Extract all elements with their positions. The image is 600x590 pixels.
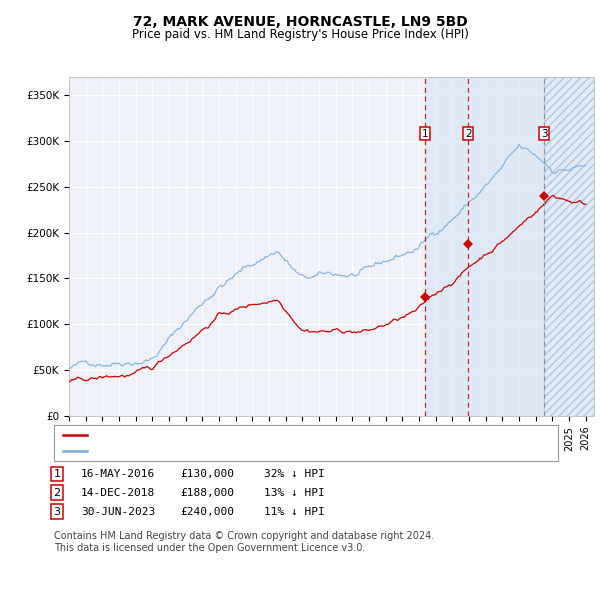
Text: This data is licensed under the Open Government Licence v3.0.: This data is licensed under the Open Gov… xyxy=(54,543,365,552)
Text: 3: 3 xyxy=(53,507,61,516)
Bar xyxy=(544,77,594,416)
Text: 11% ↓ HPI: 11% ↓ HPI xyxy=(264,507,325,516)
Text: £130,000: £130,000 xyxy=(180,469,234,478)
Text: 2: 2 xyxy=(53,488,61,497)
Text: HPI: Average price, detached house, East Lindsey: HPI: Average price, detached house, East… xyxy=(93,446,370,456)
Text: 32% ↓ HPI: 32% ↓ HPI xyxy=(264,469,325,478)
Text: 72, MARK AVENUE, HORNCASTLE, LN9 5BD: 72, MARK AVENUE, HORNCASTLE, LN9 5BD xyxy=(133,15,467,30)
Text: 13% ↓ HPI: 13% ↓ HPI xyxy=(264,488,325,497)
Text: 1: 1 xyxy=(53,469,61,478)
Bar xyxy=(544,77,594,416)
Text: £188,000: £188,000 xyxy=(180,488,234,497)
Text: 30-JUN-2023: 30-JUN-2023 xyxy=(81,507,155,516)
Text: 14-DEC-2018: 14-DEC-2018 xyxy=(81,488,155,497)
Bar xyxy=(425,77,544,416)
Text: 3: 3 xyxy=(541,129,547,139)
Text: 16-MAY-2016: 16-MAY-2016 xyxy=(81,469,155,478)
Text: Contains HM Land Registry data © Crown copyright and database right 2024.: Contains HM Land Registry data © Crown c… xyxy=(54,531,434,540)
Text: Price paid vs. HM Land Registry's House Price Index (HPI): Price paid vs. HM Land Registry's House … xyxy=(131,28,469,41)
Text: 2: 2 xyxy=(465,129,472,139)
Text: 72, MARK AVENUE, HORNCASTLE, LN9 5BD (detached house): 72, MARK AVENUE, HORNCASTLE, LN9 5BD (de… xyxy=(93,430,435,440)
Text: 1: 1 xyxy=(422,129,428,139)
Text: £240,000: £240,000 xyxy=(180,507,234,516)
